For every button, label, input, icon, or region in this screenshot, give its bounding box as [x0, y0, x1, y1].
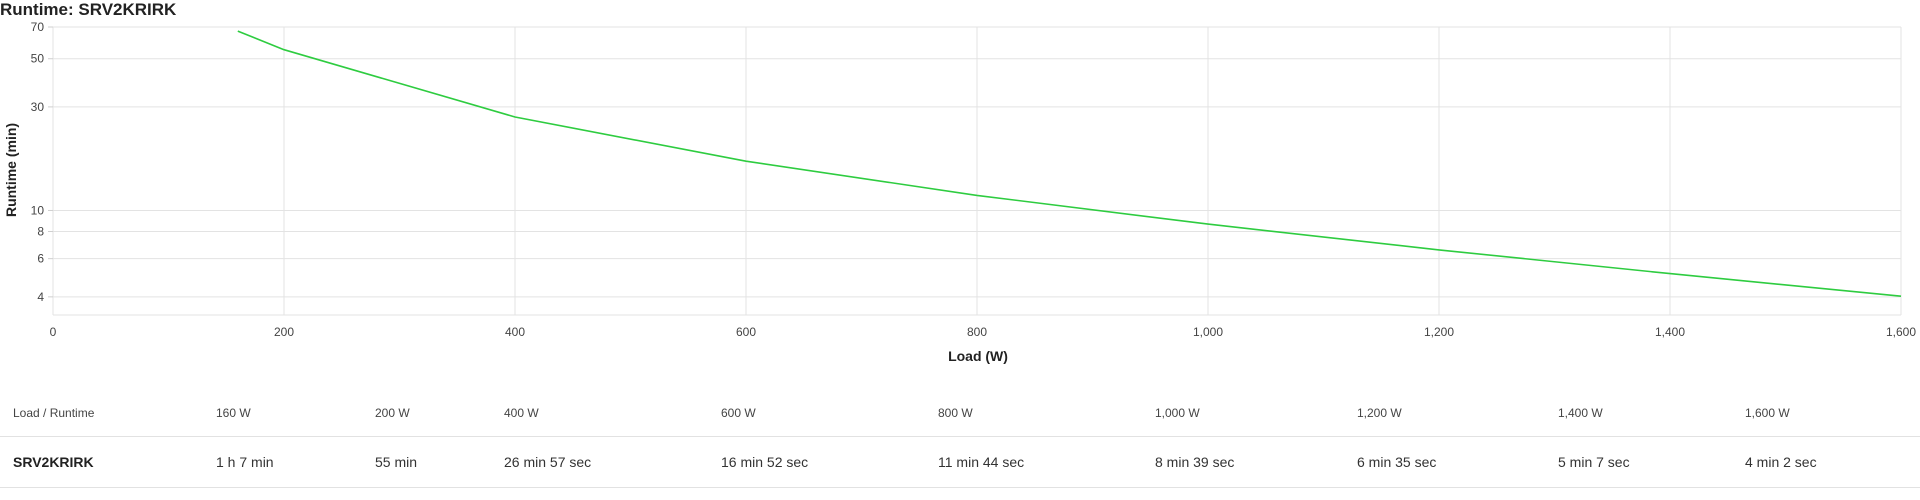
table-row-model: SRV2KRIRK — [0, 436, 216, 488]
table-column-header: 400 W — [504, 406, 539, 420]
chart-title: Runtime: SRV2KRIRK — [0, 0, 177, 19]
runtime-chart: 4 6 8 10 30 50 70 0 200 400 600 800 1,000 1,200 1,400 1… — [3, 20, 1917, 364]
table-cell: 5 min 7 sec — [1558, 436, 1745, 488]
table-cell: 11 min 44 sec — [938, 436, 1155, 488]
y-tick-label: 6 — [37, 252, 44, 266]
table-cell: 55 min — [375, 436, 504, 488]
x-tick-label: 400 — [505, 325, 525, 339]
axis-layer: 4 6 8 10 30 50 70 0 200 400 600 800 1,000 1,200 1,400 1… — [31, 20, 1917, 339]
x-tick-label: 600 — [736, 325, 756, 339]
table-column-header: 200 W — [375, 406, 410, 420]
runtime-series-line — [237, 30, 1902, 297]
table-cell: 8 min 39 sec — [1155, 436, 1357, 488]
table-row: SRV2KRIRK 1 h 7 min 55 min 26 min 57 sec… — [0, 436, 1920, 488]
x-tick-label: 1,600 — [1886, 325, 1916, 339]
table-column-header: 600 W — [721, 406, 756, 420]
x-tick-label: 0 — [50, 325, 57, 339]
table-column-header: 1,000 W — [1155, 406, 1200, 420]
table-header-label: Load / Runtime — [13, 406, 95, 420]
table-cell: 16 min 52 sec — [721, 436, 938, 488]
table-cell: 6 min 35 sec — [1357, 436, 1558, 488]
table-header-row: Load / Runtime 160 W 200 W 400 W 600 W 8… — [0, 390, 1920, 437]
y-tick-label: 10 — [31, 203, 45, 217]
y-tick-label: 8 — [37, 225, 44, 239]
table-column-header: 1,200 W — [1357, 406, 1402, 420]
x-tick-label: 1,200 — [1424, 325, 1454, 339]
y-tick-label: 50 — [31, 52, 45, 66]
y-axis-label: Runtime (min) — [3, 123, 19, 217]
x-tick-label: 800 — [967, 325, 987, 339]
table-cell: 4 min 2 sec — [1745, 436, 1920, 488]
x-tick-label: 1,000 — [1193, 325, 1223, 339]
table-column-header: 1,600 W — [1745, 406, 1790, 420]
table-column-header: 160 W — [216, 406, 251, 420]
table-cell: 1 h 7 min — [216, 436, 375, 488]
table-column-header: 800 W — [938, 406, 973, 420]
table-cell: 26 min 57 sec — [504, 436, 721, 488]
x-tick-label: 200 — [274, 325, 294, 339]
grid-layer — [52, 26, 1902, 316]
runtime-table: Load / Runtime 160 W 200 W 400 W 600 W 8… — [0, 390, 1920, 488]
series-layer — [237, 30, 1902, 297]
y-tick-label: 30 — [31, 100, 45, 114]
x-axis-label: Load (W) — [948, 348, 1008, 364]
table-column-header: 1,400 W — [1558, 406, 1603, 420]
y-tick-label: 4 — [37, 290, 44, 304]
y-tick-label: 70 — [31, 20, 45, 34]
x-tick-label: 1,400 — [1655, 325, 1685, 339]
